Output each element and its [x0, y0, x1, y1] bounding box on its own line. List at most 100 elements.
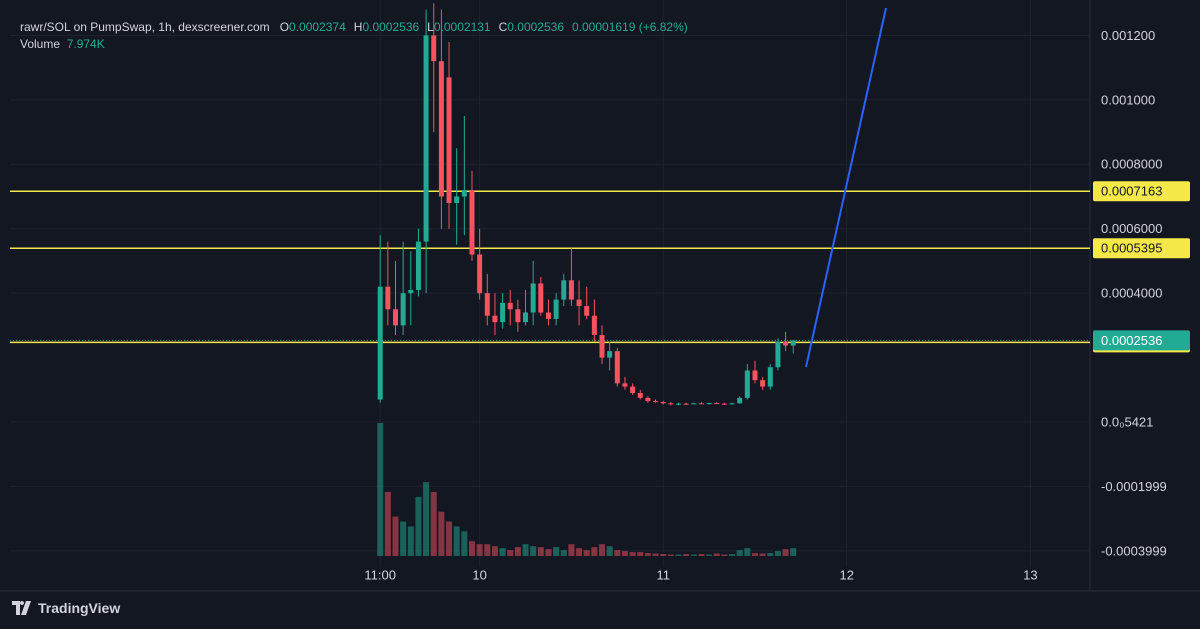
volume-pane: [377, 423, 797, 556]
y-tick-label: -0.0001999: [1101, 479, 1167, 494]
branding[interactable]: TradingView: [12, 600, 120, 616]
volume-bar: [491, 546, 498, 556]
candle-body: [706, 403, 712, 405]
brand-name: TradingView: [38, 600, 121, 616]
candle-body: [630, 386, 636, 394]
candle-body: [530, 283, 536, 313]
volume-bar: [507, 550, 514, 556]
x-tick-label: 12: [840, 567, 854, 582]
candle-body: [622, 383, 628, 387]
candle-body: [385, 286, 391, 310]
candle-body: [752, 370, 758, 381]
candle-body: [484, 293, 490, 316]
ohlc: O0.0002374 H0.0002536 L0.0002131 C0.0002536: [280, 20, 572, 34]
volume-bar: [560, 550, 567, 556]
volume-bar: [514, 547, 521, 556]
candle-body: [523, 312, 529, 323]
candle-body: [515, 309, 521, 323]
candle-body: [576, 299, 582, 307]
candle-body: [538, 283, 544, 313]
volume-bar: [430, 491, 437, 556]
volume-bar: [652, 553, 659, 556]
candle-body: [500, 302, 506, 323]
volume-bar: [583, 550, 590, 556]
price-line-tag: [1093, 238, 1190, 259]
change: 0.00001619 (+6.82%): [572, 20, 688, 34]
volume-bar: [468, 541, 475, 556]
candle-body: [668, 403, 674, 405]
volume-bar: [667, 554, 674, 556]
x-tick-label: 10: [472, 567, 486, 582]
volume-bar: [530, 546, 537, 556]
volume-bar: [599, 544, 606, 556]
volume-bar: [767, 553, 774, 556]
candle-body: [408, 289, 414, 294]
volume-bar: [721, 554, 728, 556]
volume-bar: [522, 544, 529, 556]
candle-body: [568, 280, 574, 300]
volume-bar: [606, 546, 613, 556]
y-tick-label: 0.0₀5421: [1101, 414, 1153, 429]
candle-body: [454, 196, 460, 203]
volume-bar: [744, 548, 751, 556]
candle-body: [721, 403, 727, 405]
volume-bar: [660, 554, 667, 556]
legend-key: O: [279, 20, 290, 34]
legend-value: 0.0002131: [433, 20, 491, 34]
candle-body: [729, 403, 735, 405]
candle-body: [683, 403, 689, 405]
candle-body: [492, 315, 498, 323]
candle-body: [714, 403, 720, 405]
volume-bar: [484, 544, 491, 556]
candle-body: [553, 299, 559, 319]
candle-body: [660, 402, 666, 404]
y-tick-label: 0.001200: [1101, 28, 1155, 43]
trend-line: [805, 7, 887, 368]
candle-body: [737, 397, 743, 404]
legend-key: H: [353, 20, 363, 34]
legend-key: C: [498, 20, 508, 34]
volume-bar: [736, 550, 743, 556]
volume-bar: [576, 548, 583, 556]
logo: [12, 601, 31, 615]
volume-bar: [751, 553, 758, 556]
candle-body: [744, 370, 750, 398]
legend-value: 0.0002374: [289, 20, 346, 34]
volume-bar: [392, 516, 399, 556]
volume-bar: [476, 544, 483, 556]
y-tick-label: -0.0003999: [1101, 543, 1167, 558]
x-tick-label: 13: [1023, 567, 1037, 582]
volume-bar: [683, 554, 690, 556]
volume-bar: [553, 547, 560, 556]
volume-bar: [384, 491, 391, 556]
volume-bar: [453, 526, 460, 556]
volume-bar: [629, 552, 636, 556]
volume-bar: [782, 549, 789, 556]
title: rawr/SOL on PumpSwap, 1h, dexscreener.co…: [20, 20, 270, 34]
candle-body: [691, 403, 697, 405]
volume-bar: [790, 548, 797, 556]
volume-row: Volume 7.974K: [20, 36, 696, 53]
candle-body: [507, 302, 513, 310]
y-tick-label: 0.0008000: [1101, 157, 1162, 172]
candle-body: [698, 403, 704, 405]
volume-bar: [545, 549, 552, 556]
x-tick-label: 11:00: [364, 567, 396, 582]
y-tick-label: 0.001000: [1101, 92, 1155, 107]
candle-body: [477, 254, 483, 294]
volume-bar: [675, 554, 682, 556]
volume-bar: [774, 551, 781, 556]
candle-body: [599, 335, 605, 358]
volume-bar: [614, 550, 621, 556]
volume-bar: [568, 544, 575, 556]
candle-body: [675, 403, 681, 405]
volume-bar: [423, 482, 430, 556]
candle-body: [415, 241, 421, 290]
legend: rawr/SOL on PumpSwap, 1h, dexscreener.co…: [20, 19, 696, 53]
candle-body: [400, 293, 406, 326]
volume-bar: [461, 531, 468, 556]
volume-bar: [729, 554, 736, 556]
candle-body: [637, 393, 643, 398]
